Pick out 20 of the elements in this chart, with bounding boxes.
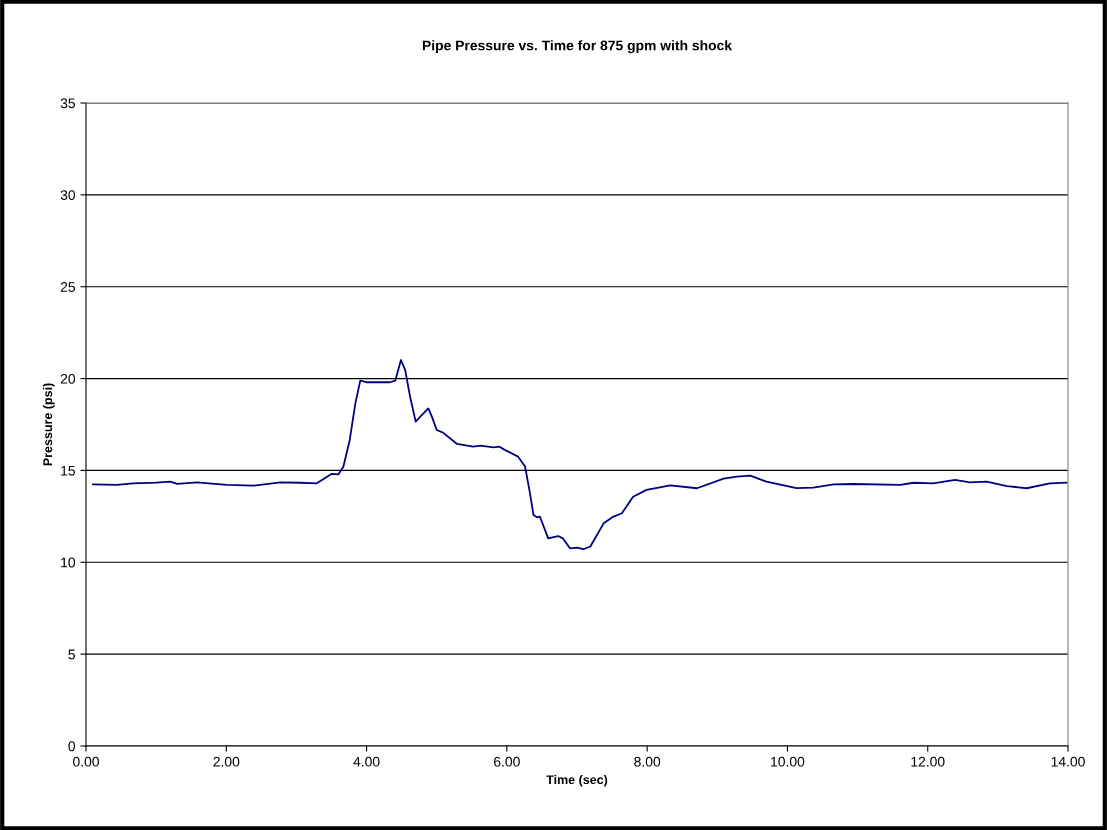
y-axis-title: Pressure (psi)	[42, 383, 55, 466]
x-tick-label: 14.00	[1051, 756, 1085, 767]
x-tick-label: 12.00	[911, 756, 945, 767]
x-tick-label: 6.00	[494, 756, 520, 767]
y-tick-label: 10	[61, 557, 76, 568]
y-tick-label: 25	[60, 282, 75, 292]
y-tick-label: 0	[68, 741, 76, 752]
x-tick-label: 10.00	[771, 756, 805, 767]
chart-title: Pipe Pressure vs. Time for 875 gpm with shock	[422, 40, 733, 54]
x-axis-title: Time (sec)	[546, 774, 608, 787]
y-tick-label: 30	[60, 190, 76, 201]
x-tick-label: 4.00	[353, 756, 380, 767]
x-tick-label: 2.00	[213, 756, 240, 767]
y-tick-label: 5	[68, 649, 75, 660]
y-tick-label: 20	[60, 373, 76, 384]
line-series	[92, 359, 1068, 551]
y-tick-label: 15	[61, 465, 75, 476]
x-tick-label: 8.00	[634, 756, 661, 767]
x-tick-label: 0.00	[73, 756, 99, 767]
y-tick-label: 35	[60, 98, 75, 109]
